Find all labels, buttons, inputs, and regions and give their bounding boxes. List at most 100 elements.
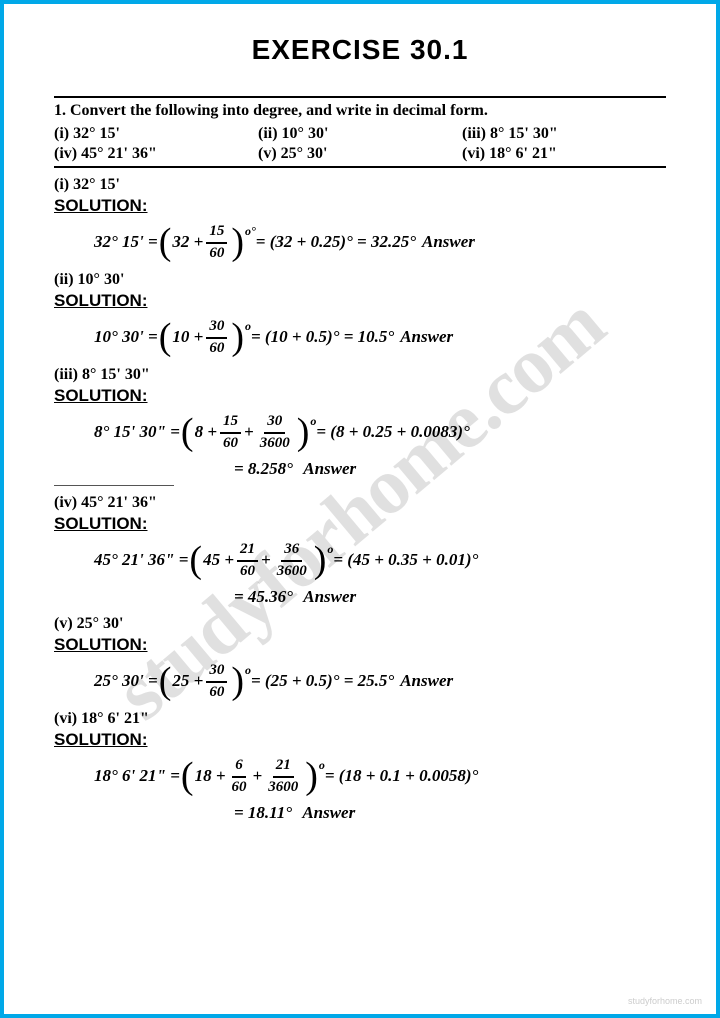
eq-base: 8 +	[195, 421, 217, 443]
sol-iii-label: (iii) 8° 15' 30"	[54, 366, 666, 384]
eq-mid: = (10 + 0.5)° = 10.5°	[251, 326, 394, 348]
eq-base: 18 +	[195, 765, 226, 787]
plus: +	[261, 549, 271, 571]
solution-heading-vi: SOLUTION:	[54, 730, 666, 750]
thin-divider	[54, 485, 174, 486]
eq-lhs: 10° 30' =	[94, 326, 158, 348]
equation-vi: 18° 6' 21" = ( 18 + 6 60 + 21 3600 ) o =…	[94, 756, 666, 797]
equation-ii: 10° 30' = ( 10 + 30 60 ) o = (10 + 0.5)°…	[94, 317, 666, 358]
solution-heading-v: SOLUTION:	[54, 635, 666, 655]
answer-label: Answer	[303, 459, 356, 478]
paren-left: (	[181, 415, 194, 449]
sol-i-label: (i) 32° 15'	[54, 176, 666, 194]
answer-label: Answer	[400, 670, 453, 692]
solution-heading-i: SOLUTION:	[54, 196, 666, 216]
equation-i: 32° 15' = ( 32 + 15 60 ) o° = (32 + 0.25…	[94, 222, 666, 263]
frac-den: 60	[229, 778, 250, 798]
eq-lhs: 8° 15' 30" =	[94, 421, 180, 443]
part-v: (v) 25° 30'	[258, 144, 462, 164]
sol-v-label: (v) 25° 30'	[54, 615, 666, 633]
eq-base: 10 +	[172, 326, 203, 348]
eq-result: = 8.258°	[234, 459, 293, 478]
paren-right: )	[305, 759, 318, 793]
paren-right: )	[231, 664, 244, 698]
frac-num: 15	[220, 412, 241, 434]
frac-num: 30	[206, 317, 227, 339]
frac-den: 3600	[265, 778, 301, 798]
equation-iii: 8° 15' 30" = ( 8 + 15 60 + 30 3600 ) o =…	[94, 412, 666, 453]
question-text: 1. Convert the following into degree, an…	[54, 102, 666, 120]
solution-heading-ii: SOLUTION:	[54, 291, 666, 311]
eq-lhs: 25° 30' =	[94, 670, 158, 692]
part-i: (i) 32° 15'	[54, 124, 258, 144]
eq-mid: = (18 + 0.1 + 0.0058)°	[325, 765, 478, 787]
fraction: 21 3600	[265, 756, 301, 797]
divider-bottom	[54, 166, 666, 168]
solution-heading-iii: SOLUTION:	[54, 386, 666, 406]
eq-result: = 18.11°	[234, 803, 292, 822]
paren-right: )	[231, 320, 244, 354]
answer-label: Answer	[303, 587, 356, 606]
exercise-title: EXERCISE 30.1	[54, 34, 666, 66]
eq-mid: = (45 + 0.35 + 0.01)°	[333, 549, 478, 571]
fraction: 30 3600	[257, 412, 293, 453]
eq-mid: = (25 + 0.5)° = 25.5°	[251, 670, 394, 692]
frac-den: 60	[220, 434, 241, 454]
page-content: EXERCISE 30.1 1. Convert the following i…	[4, 4, 716, 843]
frac-den: 60	[206, 244, 227, 264]
fraction: 15 60	[206, 222, 227, 263]
answer-label: Answer	[422, 231, 475, 253]
eq-base: 25 +	[172, 670, 203, 692]
solution-heading-iv: SOLUTION:	[54, 514, 666, 534]
fraction: 36 3600	[274, 540, 310, 581]
frac-num: 15	[206, 222, 227, 244]
paren-right: )	[314, 543, 327, 577]
frac-num: 36	[281, 540, 302, 562]
equation-vi-cont: = 18.11° Answer	[234, 803, 666, 823]
eq-base: 45 +	[203, 549, 234, 571]
eq-base: 32 +	[172, 231, 203, 253]
part-iv: (iv) 45° 21' 36"	[54, 144, 258, 164]
eq-mid: = (32 + 0.25)° = 32.25°	[256, 231, 416, 253]
question-parts: (i) 32° 15' (ii) 10° 30' (iii) 8° 15' 30…	[54, 124, 666, 164]
fraction: 30 60	[206, 317, 227, 358]
equation-iv-cont: = 45.36° Answer	[234, 587, 666, 607]
equation-iv: 45° 21' 36" = ( 45 + 21 60 + 36 3600 ) o…	[94, 540, 666, 581]
frac-num: 21	[273, 756, 294, 778]
frac-den: 60	[237, 562, 258, 582]
sol-iv-label: (iv) 45° 21' 36"	[54, 494, 666, 512]
paren-left: (	[159, 320, 172, 354]
frac-num: 6	[232, 756, 246, 778]
plus: +	[244, 421, 254, 443]
part-iii: (iii) 8° 15' 30"	[462, 124, 666, 144]
frac-den: 60	[206, 339, 227, 359]
fraction: 21 60	[237, 540, 258, 581]
fraction: 6 60	[229, 756, 250, 797]
frac-num: 30	[206, 661, 227, 683]
equation-iii-cont: = 8.258° Answer	[234, 459, 666, 479]
frac-num: 21	[237, 540, 258, 562]
sol-ii-label: (ii) 10° 30'	[54, 271, 666, 289]
paren-left: (	[189, 543, 202, 577]
footer-watermark: studyforhome.com	[628, 996, 702, 1006]
fraction: 15 60	[220, 412, 241, 453]
equation-v: 25° 30' = ( 25 + 30 60 ) o = (25 + 0.5)°…	[94, 661, 666, 702]
frac-den: 3600	[274, 562, 310, 582]
fraction: 30 60	[206, 661, 227, 702]
eq-lhs: 45° 21' 36" =	[94, 549, 188, 571]
eq-mid: = (8 + 0.25 + 0.0083)°	[316, 421, 469, 443]
paren-right: )	[231, 225, 244, 259]
frac-den: 60	[206, 683, 227, 703]
eq-lhs: 32° 15' =	[94, 231, 158, 253]
frac-num: 30	[264, 412, 285, 434]
paren-left: (	[181, 759, 194, 793]
paren-left: (	[159, 225, 172, 259]
answer-label: Answer	[400, 326, 453, 348]
paren-left: (	[159, 664, 172, 698]
answer-label: Answer	[302, 803, 355, 822]
exponent: o°	[245, 224, 256, 240]
frac-den: 3600	[257, 434, 293, 454]
divider-top	[54, 96, 666, 98]
part-ii: (ii) 10° 30'	[258, 124, 462, 144]
sol-vi-label: (vi) 18° 6' 21"	[54, 710, 666, 728]
